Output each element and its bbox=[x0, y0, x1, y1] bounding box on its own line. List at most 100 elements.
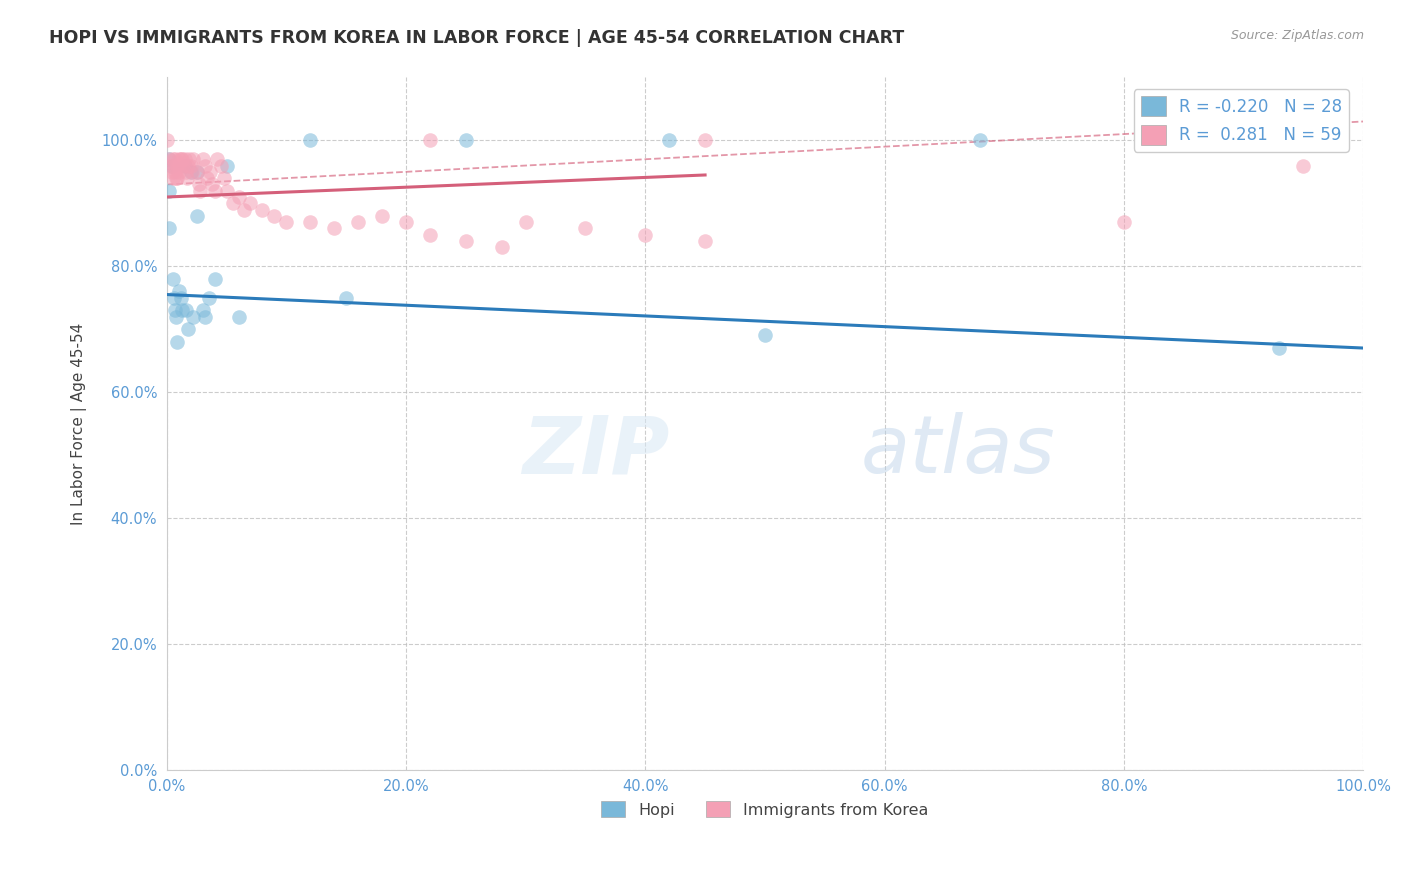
Point bbox=[419, 227, 441, 242]
Point bbox=[176, 171, 198, 186]
Point bbox=[1112, 215, 1135, 229]
Point bbox=[215, 159, 238, 173]
Point bbox=[165, 310, 187, 324]
Point bbox=[174, 303, 197, 318]
Point bbox=[167, 165, 190, 179]
Point bbox=[172, 153, 194, 167]
Point bbox=[166, 159, 188, 173]
Point bbox=[162, 171, 184, 186]
Point bbox=[209, 159, 232, 173]
Point bbox=[1268, 341, 1291, 355]
Point bbox=[574, 221, 596, 235]
Point bbox=[491, 240, 513, 254]
Point bbox=[165, 165, 187, 179]
Point bbox=[347, 215, 370, 229]
Point bbox=[228, 310, 250, 324]
Point bbox=[173, 159, 195, 173]
Point bbox=[181, 310, 204, 324]
Point bbox=[228, 190, 250, 204]
Point bbox=[299, 215, 322, 229]
Point bbox=[194, 159, 217, 173]
Point bbox=[454, 234, 477, 248]
Point bbox=[186, 165, 208, 179]
Point bbox=[233, 202, 256, 217]
Point bbox=[167, 153, 190, 167]
Point bbox=[335, 291, 357, 305]
Point bbox=[658, 133, 681, 147]
Point bbox=[157, 221, 180, 235]
Point bbox=[160, 165, 183, 179]
Point bbox=[205, 153, 228, 167]
Point bbox=[156, 133, 179, 147]
Text: HOPI VS IMMIGRANTS FROM KOREA IN LABOR FORCE | AGE 45-54 CORRELATION CHART: HOPI VS IMMIGRANTS FROM KOREA IN LABOR F… bbox=[49, 29, 904, 47]
Point bbox=[693, 234, 716, 248]
Point bbox=[159, 159, 181, 173]
Point bbox=[165, 153, 187, 167]
Point bbox=[194, 310, 217, 324]
Point bbox=[215, 184, 238, 198]
Point bbox=[179, 153, 201, 167]
Point bbox=[180, 165, 202, 179]
Point bbox=[186, 209, 208, 223]
Text: Source: ZipAtlas.com: Source: ZipAtlas.com bbox=[1230, 29, 1364, 43]
Point bbox=[299, 133, 322, 147]
Point bbox=[167, 159, 190, 173]
Point bbox=[163, 291, 186, 305]
Point bbox=[197, 291, 219, 305]
Point bbox=[454, 133, 477, 147]
Point bbox=[160, 159, 183, 173]
Point bbox=[201, 178, 224, 192]
Point bbox=[221, 196, 243, 211]
Point bbox=[191, 303, 214, 318]
Point bbox=[634, 227, 657, 242]
Point bbox=[276, 215, 298, 229]
Y-axis label: In Labor Force | Age 45-54: In Labor Force | Age 45-54 bbox=[72, 322, 87, 524]
Point bbox=[166, 171, 188, 186]
Point bbox=[693, 133, 716, 147]
Point bbox=[252, 202, 274, 217]
Point bbox=[204, 184, 226, 198]
Text: ZIP: ZIP bbox=[522, 412, 669, 491]
Point bbox=[371, 209, 394, 223]
Point bbox=[177, 159, 200, 173]
Point bbox=[170, 153, 193, 167]
Point bbox=[969, 133, 991, 147]
Point bbox=[419, 133, 441, 147]
Point bbox=[157, 153, 180, 167]
Point bbox=[180, 165, 202, 179]
Point bbox=[163, 159, 186, 173]
Point bbox=[177, 322, 200, 336]
Point bbox=[170, 291, 193, 305]
Point bbox=[162, 153, 184, 167]
Point bbox=[157, 153, 180, 167]
Point bbox=[166, 334, 188, 349]
Legend: Hopi, Immigrants from Korea: Hopi, Immigrants from Korea bbox=[595, 795, 935, 824]
Point bbox=[212, 171, 235, 186]
Point bbox=[172, 303, 194, 318]
Point bbox=[204, 272, 226, 286]
Point bbox=[188, 178, 211, 192]
Point bbox=[165, 303, 187, 318]
Point bbox=[172, 159, 194, 173]
Point bbox=[162, 272, 184, 286]
Point bbox=[186, 165, 208, 179]
Point bbox=[197, 171, 219, 186]
Point bbox=[1292, 159, 1315, 173]
Point bbox=[515, 215, 537, 229]
Point bbox=[754, 328, 776, 343]
Point bbox=[167, 285, 190, 299]
Point bbox=[174, 165, 197, 179]
Point bbox=[180, 159, 202, 173]
Point bbox=[239, 196, 262, 211]
Point bbox=[395, 215, 418, 229]
Point bbox=[191, 153, 214, 167]
Point bbox=[188, 184, 211, 198]
Point bbox=[157, 184, 180, 198]
Point bbox=[198, 165, 221, 179]
Point bbox=[173, 153, 195, 167]
Point bbox=[165, 171, 187, 186]
Point bbox=[263, 209, 285, 223]
Point bbox=[181, 153, 204, 167]
Point bbox=[323, 221, 346, 235]
Text: atlas: atlas bbox=[860, 412, 1056, 491]
